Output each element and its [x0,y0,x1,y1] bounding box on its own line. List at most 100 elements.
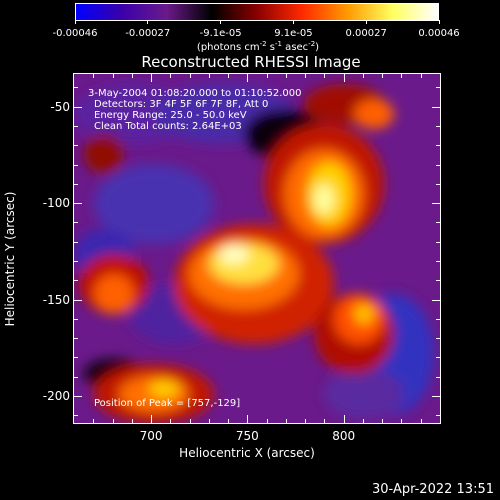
axis-tick [436,183,440,185]
axis-tick [112,74,114,78]
y-tick-label: -150 [42,292,70,307]
axis-tick [436,318,440,320]
axis-tick [420,419,422,423]
axis-tick [432,106,440,108]
axis-tick [432,396,440,397]
axis-tick [74,396,82,397]
axis-tick [151,74,153,82]
axis-tick [266,419,268,423]
y-tick-label: -200 [42,389,70,403]
axis-tick [74,164,78,166]
axis-tick [436,357,440,359]
axis-tick [324,74,326,78]
axis-tick [74,222,78,224]
axis-tick [436,241,440,243]
info-line-detectors: Detectors: 3F 4F 5F 6F 7F 8F, Att 0 [94,99,269,110]
colorbar-tick-label: -0.00027 [125,28,171,39]
axis-tick [208,419,210,423]
colorbar-tick-label: -0.00046 [52,28,98,39]
colorbar-tick-label: -9.1e-05 [199,28,242,39]
y-tick-label: -100 [42,196,70,211]
colorbar-tick [147,20,149,24]
axis-tick [131,74,133,78]
axis-tick [170,74,172,78]
colorbar-tick [74,20,76,24]
axis-tick [362,74,364,78]
axis-tick [247,415,249,423]
axis-tick [74,318,78,320]
axis-tick [305,419,307,423]
x-tick-label: 800 [332,429,356,443]
axis-tick [208,74,210,78]
colorbar-tick-label: 9.1e-05 [274,28,313,39]
y-tick-label: -50 [50,99,70,114]
axis-tick [343,415,345,423]
axis-tick [74,145,78,147]
colorbar-gradient [75,3,439,21]
axis-tick [189,419,191,423]
colorbar-tick [220,20,222,24]
axis-tick [74,299,82,301]
axis-tick [74,126,78,128]
axis-tick [285,74,287,78]
axis-tick [74,376,78,378]
axis-tick [74,261,78,263]
axis-tick [74,415,78,417]
axis-tick [324,419,326,423]
axis-tick [285,419,287,423]
axis-tick [170,419,172,423]
axis-tick [74,87,78,89]
x-tick-label: 750 [235,429,259,443]
axis-tick [305,74,307,78]
colorbar-tick-label: 0.00027 [345,28,387,39]
info-line-energy: Energy Range: 25.0 - 50.0 keV [94,110,247,121]
axis-tick [74,241,78,243]
axis-tick [432,203,440,205]
info-line-counts: Clean Total counts: 2.64E+03 [94,121,242,132]
axis-tick [436,338,440,340]
colorbar-tick [292,20,294,24]
axis-tick [436,261,440,263]
axis-tick [343,74,345,82]
colorbar-tick [438,20,440,24]
axis-tick [436,164,440,166]
axis-tick [228,419,230,423]
axis-tick [74,203,82,205]
x-tick-label: 700 [139,429,163,443]
axis-tick [436,222,440,224]
axis-tick [362,419,364,423]
reconstructed-image-heatmap [74,74,440,423]
axis-tick [74,338,78,340]
axis-tick [436,415,440,417]
info-line-time: 3-May-2004 01:08:20.000 to 01:10:52.000 [88,88,302,99]
axis-tick [432,299,440,301]
colorbar-tick [365,20,367,24]
axis-tick [436,376,440,378]
axis-tick [436,280,440,282]
axis-tick [228,74,230,78]
axis-tick [112,419,114,423]
axis-tick [382,74,384,78]
peak-position-text: Position of Peak = [757,-129] [94,398,241,409]
timestamp: 30-Apr-2022 13:51 [372,482,494,497]
x-axis-title: Heliocentric X (arcsec) [179,446,315,460]
axis-tick [401,419,403,423]
colorbar-section: -0.00046 -0.00027 -9.1e-05 9.1e-05 0.00027 0.… [0,0,500,60]
axis-tick [74,357,78,359]
axis-tick [382,419,384,423]
axis-tick [74,280,78,282]
axis-tick [74,183,78,185]
axis-tick [131,419,133,423]
colorbar-tick-label: 0.00046 [418,28,460,39]
axis-tick [151,415,153,423]
axis-tick [436,145,440,147]
rhessi-image-plot: 3-May-2004 01:08:20.000 to 01:10:52.000 … [73,73,441,424]
axis-tick [436,126,440,128]
colorbar-units-label: (photons cm-2 s-1 asec-2) [196,40,320,53]
axis-tick [189,74,191,78]
plot-title: Reconstructed RHESSI Image [141,53,361,71]
axis-tick [93,74,95,78]
axis-tick [247,74,249,82]
y-axis-title: Heliocentric Y (arcsec) [3,191,17,327]
axis-tick [74,106,82,108]
